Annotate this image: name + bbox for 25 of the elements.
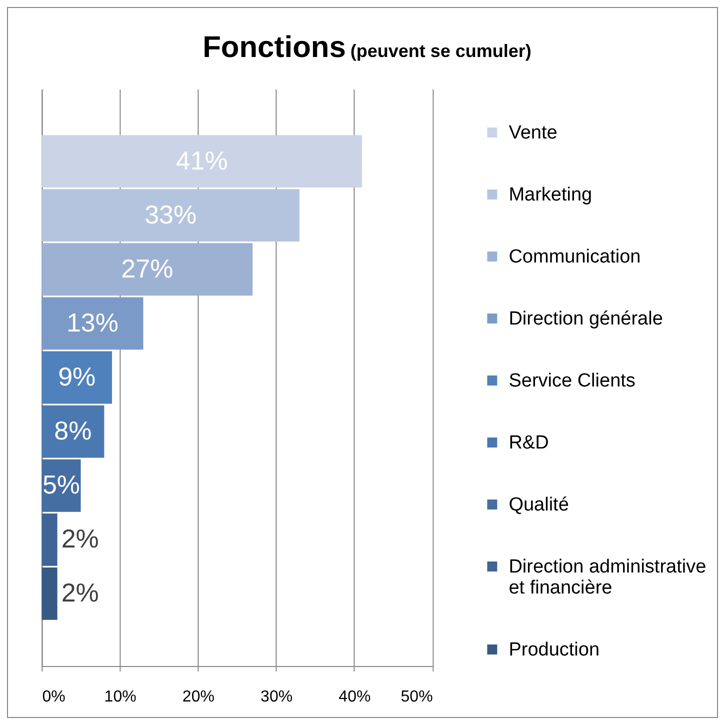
data-label: 2% <box>61 578 99 608</box>
chart-title: Fonctions <box>202 31 346 64</box>
x-tick-label: 20% <box>182 688 214 706</box>
data-label: 5% <box>42 470 80 500</box>
x-tick-label: 30% <box>260 688 293 706</box>
legend-label: Production <box>508 640 600 660</box>
legend-label: Marketing <box>508 184 592 206</box>
x-tick-label: 10% <box>104 688 136 706</box>
legend-label: Communication <box>508 246 641 268</box>
data-label: 27% <box>121 253 174 284</box>
legend-label: Direction générale <box>508 308 663 330</box>
legend-label: Vente <box>508 122 558 144</box>
data-label: 13% <box>66 307 118 338</box>
legend-label: Qualité <box>508 494 569 516</box>
x-tick-label: 50% <box>400 688 433 706</box>
data-label: 2% <box>61 524 99 554</box>
legend-label: Direction administrative et financière <box>508 556 706 598</box>
x-tick-label: 40% <box>338 688 371 706</box>
chart-subtitle: (peuvent se cumuler) <box>350 41 532 61</box>
x-tick-label: 0% <box>42 688 66 706</box>
legend-label: Service Clients <box>508 370 636 392</box>
data-label: 33% <box>144 199 197 230</box>
legend-label: R&D <box>508 432 549 454</box>
data-label: 8% <box>54 416 92 446</box>
data-label: 9% <box>58 362 96 392</box>
